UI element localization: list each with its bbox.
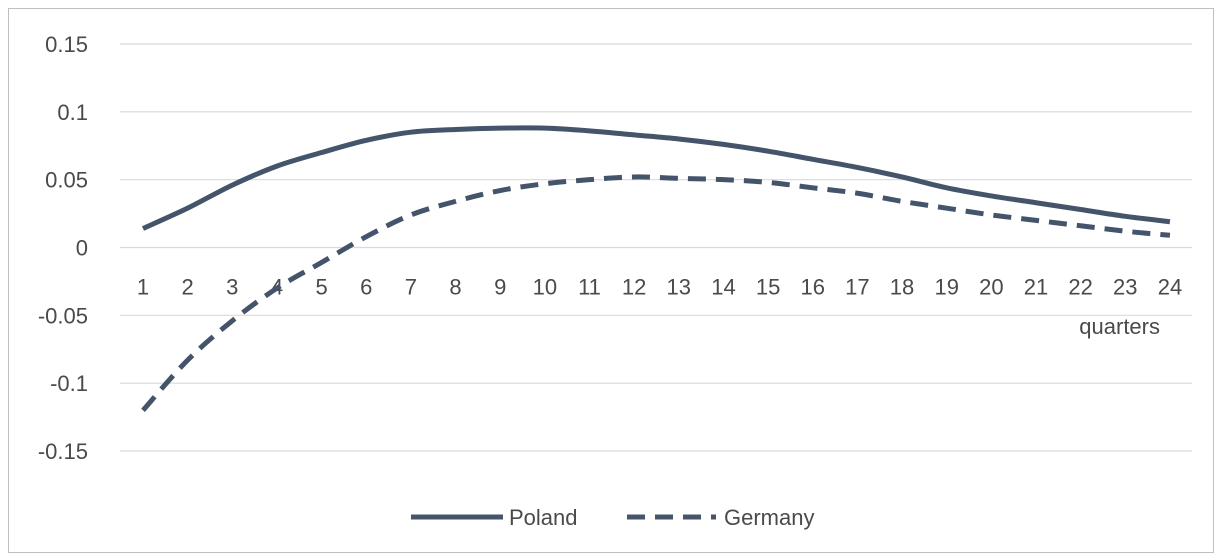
legend-label-poland: Poland [509, 505, 578, 530]
gridlines [120, 43, 1192, 452]
x-tick-label: 21 [1024, 275, 1048, 300]
x-tick-label: 6 [360, 275, 372, 300]
x-tick-label: 8 [449, 275, 461, 300]
y-tick-label: 0.1 [57, 100, 88, 125]
x-tick-label: 14 [711, 275, 735, 300]
y-tick-label: 0.15 [45, 32, 88, 57]
x-tick-label: 13 [667, 275, 691, 300]
legend: Poland Germany [411, 505, 814, 530]
x-tick-label: 3 [226, 275, 238, 300]
legend-label-germany: Germany [724, 505, 814, 530]
x-tick-label: 24 [1158, 275, 1182, 300]
x-tick-label: 2 [182, 275, 194, 300]
y-tick-label: 0.05 [45, 168, 88, 193]
series-line-poland [141, 125, 1171, 231]
chart-frame [8, 8, 1214, 553]
x-tick-label: 20 [979, 275, 1003, 300]
series-lines [141, 125, 1171, 412]
x-tick-label: 11 [578, 275, 601, 300]
y-tick-label: -0.05 [38, 303, 88, 328]
x-tick-label: 10 [533, 275, 557, 300]
y-tick-label: -0.1 [50, 371, 88, 396]
series-line-germany [141, 174, 1171, 412]
x-tick-label: 19 [934, 275, 958, 300]
x-tick-label: 22 [1068, 275, 1092, 300]
x-tick-label: 18 [890, 275, 914, 300]
x-tick-label: 1 [137, 275, 149, 300]
x-tick-label: 12 [622, 275, 646, 300]
x-tick-label: 16 [801, 275, 825, 300]
x-tick-label: 17 [845, 275, 869, 300]
y-tick-label: 0 [76, 236, 88, 261]
x-tick-label: 15 [756, 275, 780, 300]
y-tick-labels: 0.15 0.1 0.05 0 -0.05 -0.1 -0.15 [38, 32, 88, 464]
y-tick-label: -0.15 [38, 439, 88, 464]
x-tick-label: 23 [1113, 275, 1137, 300]
x-axis-label: quarters [1079, 314, 1160, 339]
x-tick-labels: 1 2 3 4 5 6 7 8 9 10 11 12 13 14 15 16 17 18 19 20 21 22 23 24 [137, 275, 1182, 300]
x-tick-label: 5 [315, 275, 327, 300]
x-tick-label: 9 [494, 275, 506, 300]
x-tick-label: 7 [405, 275, 417, 300]
